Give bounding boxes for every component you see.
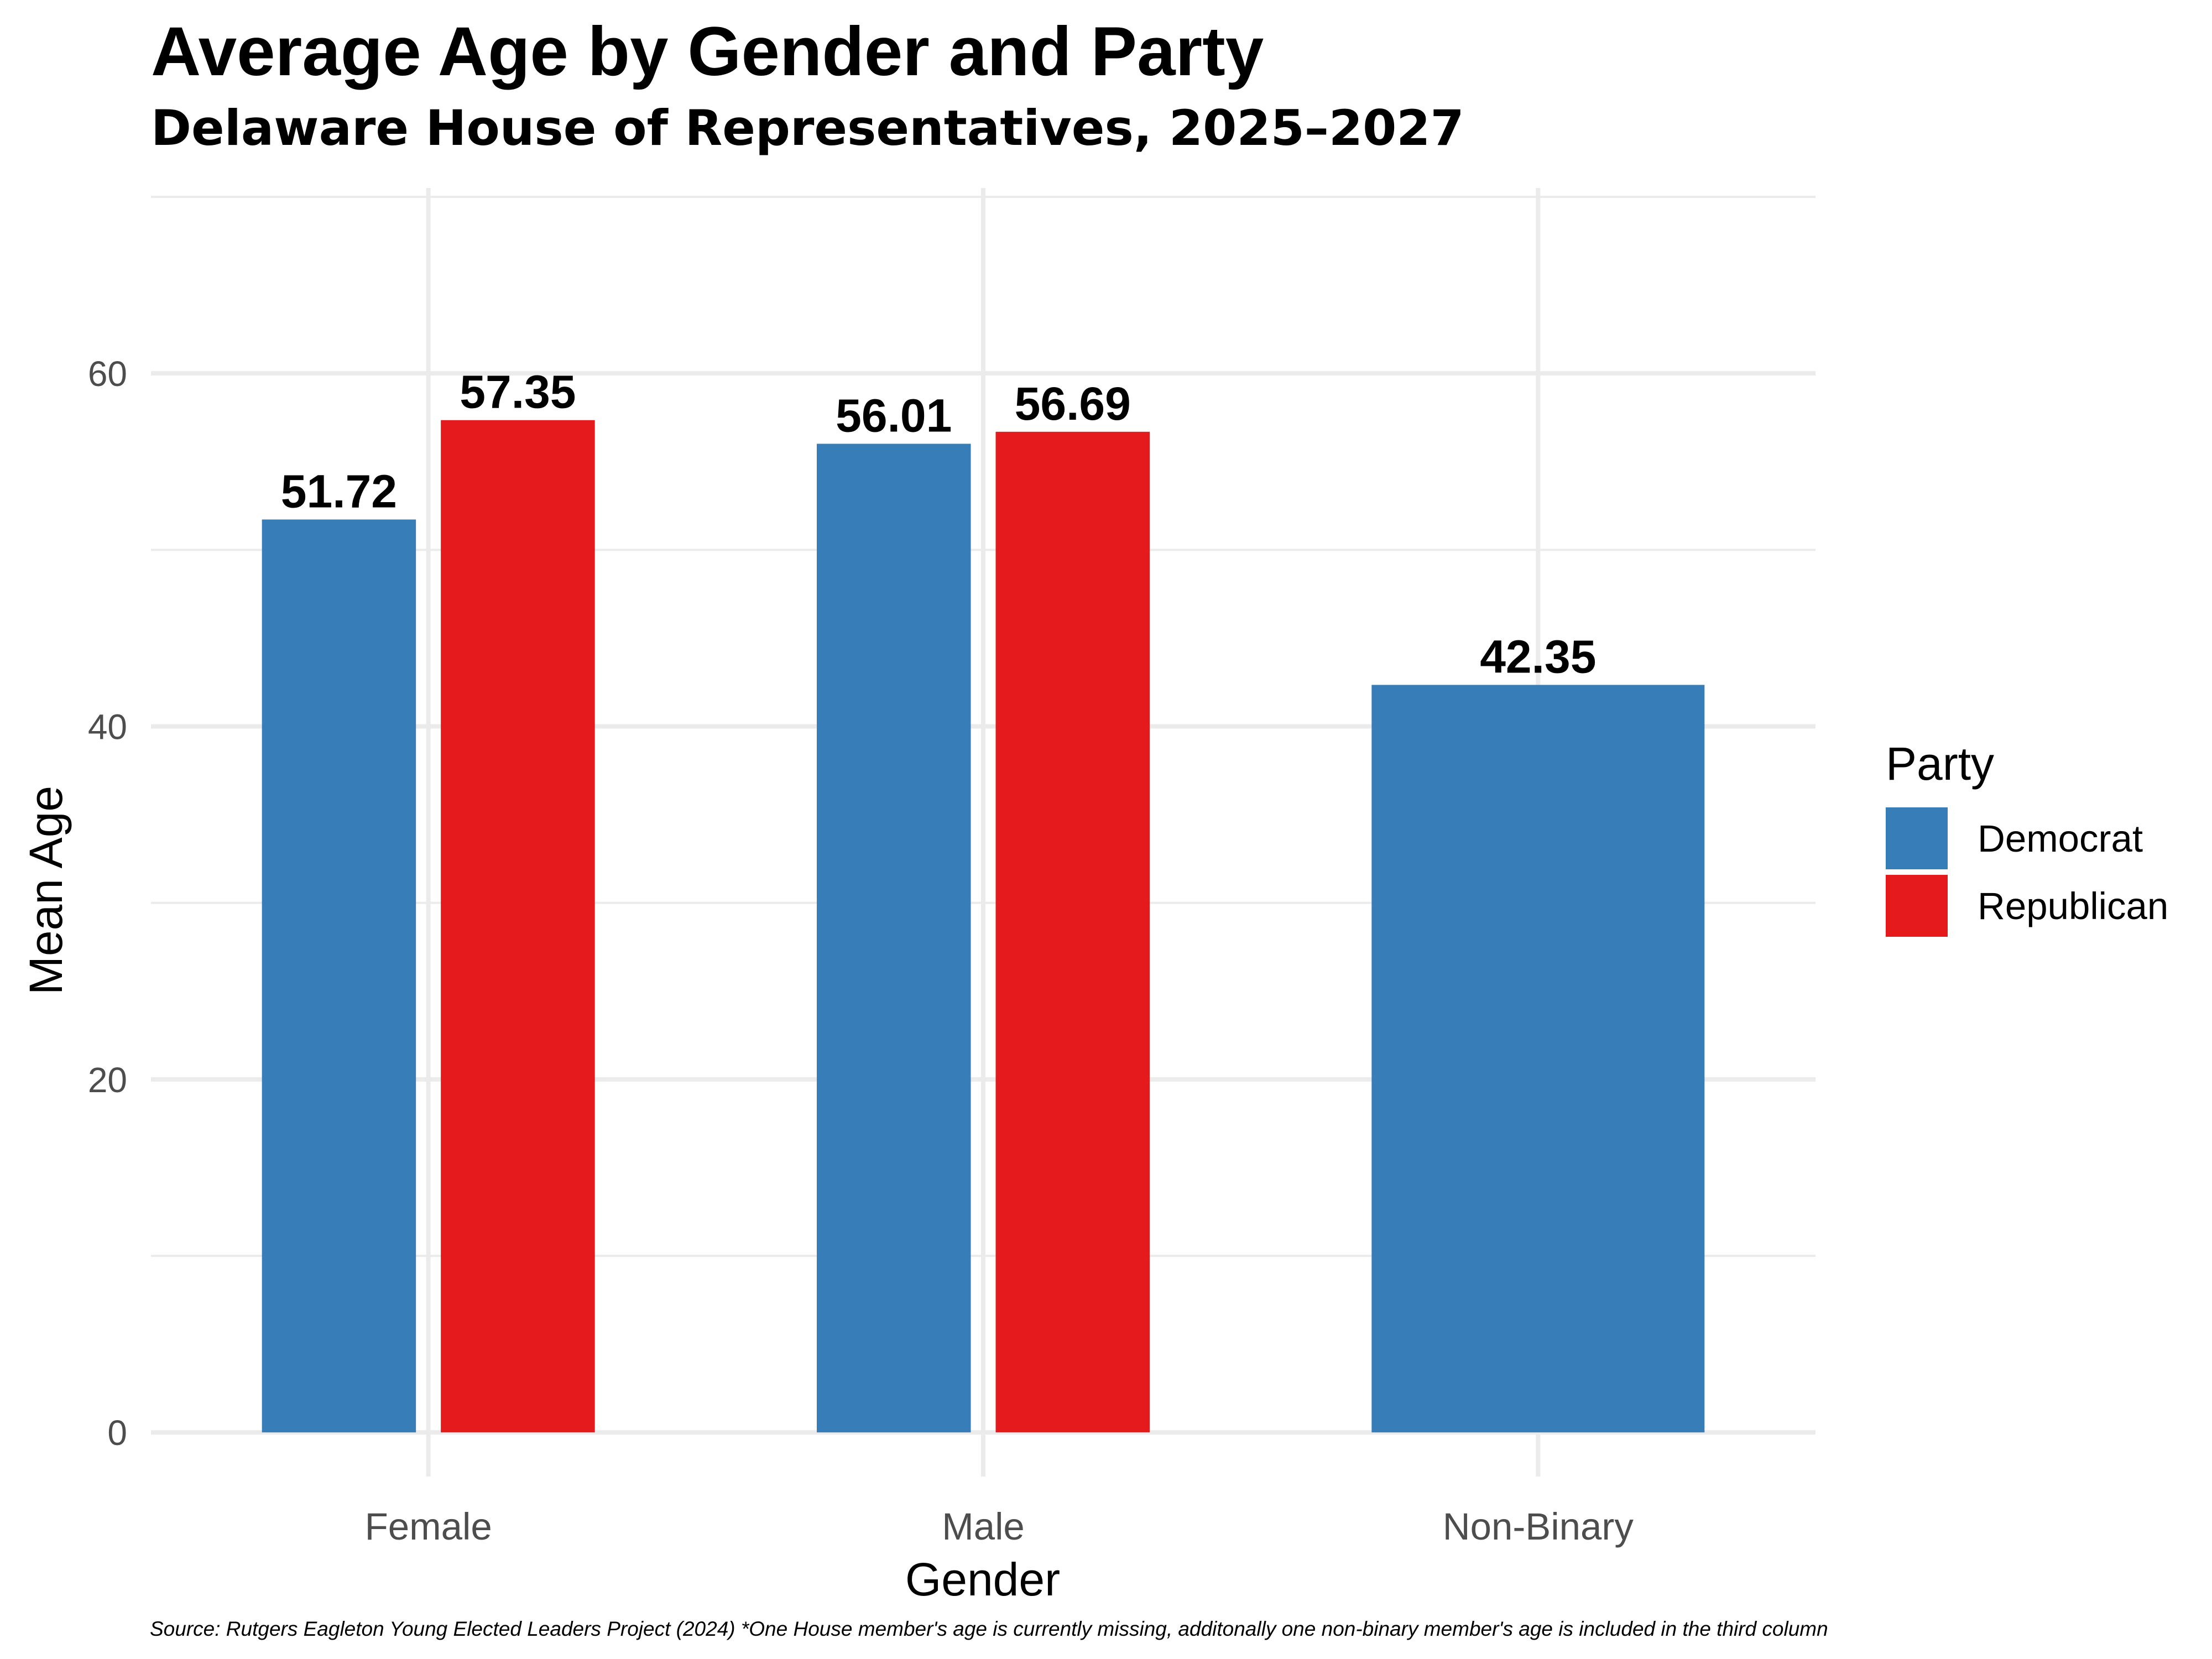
data-label: 56.01 [836,389,952,441]
data-labels: 51.72 57.35 56.01 56.69 42.35 [281,366,1597,683]
chart-subtitle: Delaware House of Representatives, 2025–… [151,100,1464,156]
data-label: 57.35 [460,366,576,418]
bar-republican-male [995,431,1150,1433]
bar-democrat-male [817,444,971,1433]
legend-label: Republican [1978,885,2168,927]
plot-area: 51.72 57.35 56.01 56.69 42.35 0 20 40 60 Female M… [20,188,2168,1604]
data-label: 51.72 [281,465,397,517]
bar-democrat-female [262,519,416,1433]
legend: Party Democrat Republican [1886,738,2168,937]
data-label: 56.69 [1015,378,1131,430]
legend-label: Democrat [1978,817,2143,860]
y-axis-title: Mean Age [20,786,72,995]
y-tick-label: 0 [107,1413,127,1453]
bar-democrat-non-binary [1371,685,1705,1433]
legend-swatch [1886,875,1948,937]
caption: Source: Rutgers Eagleton Young Elected L… [150,1618,1828,1640]
legend-swatch [1886,807,1948,869]
axes: 0 20 40 60 Female Male Non-Binary [88,354,1634,1548]
data-label: 42.35 [1480,630,1596,682]
y-tick-label: 40 [88,707,127,747]
y-tick-label: 60 [88,354,127,394]
bars [262,420,1705,1433]
bar-republican-female [441,420,595,1433]
chart-title: Average Age by Gender and Party [151,13,1264,90]
y-tick-label: 20 [88,1060,127,1100]
x-tick-label: Non-Binary [1443,1505,1634,1548]
x-tick-label: Female [365,1505,492,1548]
x-tick-label: Male [942,1505,1025,1548]
legend-title: Party [1886,738,1994,790]
x-axis-title: Gender [905,1553,1060,1604]
